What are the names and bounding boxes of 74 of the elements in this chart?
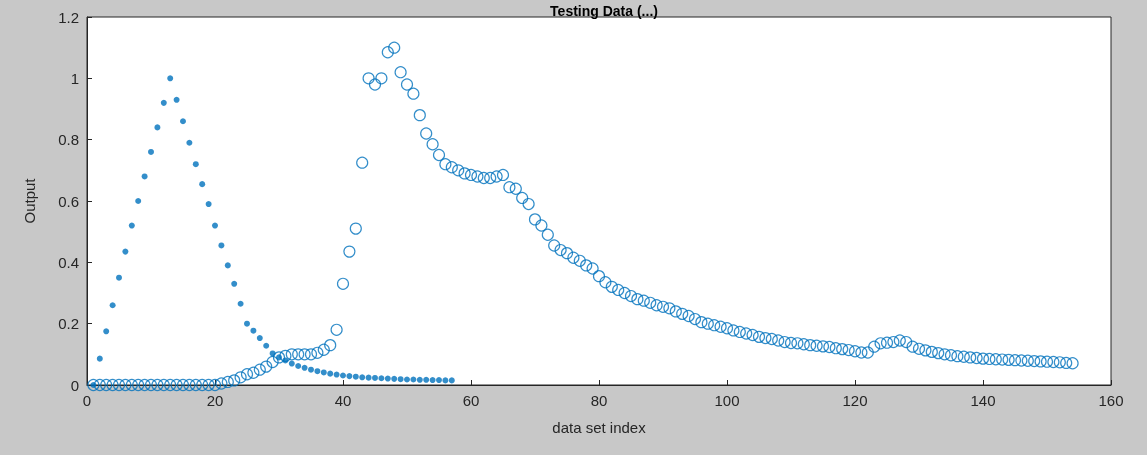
point xyxy=(103,328,110,335)
point xyxy=(116,274,122,281)
y-tick-label: 1.2 xyxy=(58,8,79,26)
x-tick-label: 20 xyxy=(206,392,224,409)
point xyxy=(423,376,430,383)
point xyxy=(288,360,295,367)
point xyxy=(410,376,417,383)
point xyxy=(109,302,116,309)
point xyxy=(352,373,359,380)
x-tick-label: 140 xyxy=(970,392,996,409)
point xyxy=(167,75,174,82)
point xyxy=(160,99,167,106)
point xyxy=(384,375,391,382)
point xyxy=(442,377,449,384)
point xyxy=(391,375,398,382)
point xyxy=(404,376,410,383)
point xyxy=(218,242,225,249)
y-tick-label: 0.4 xyxy=(58,253,79,271)
y-tick-label: 0.8 xyxy=(58,131,79,149)
point xyxy=(250,327,257,334)
point xyxy=(237,300,244,307)
y-axis-title: Output xyxy=(21,177,38,224)
point xyxy=(397,376,404,383)
point xyxy=(135,198,142,204)
point xyxy=(372,374,378,381)
point xyxy=(224,262,231,269)
point xyxy=(180,118,186,125)
point xyxy=(205,201,212,208)
x-tick-label: 40 xyxy=(334,392,352,409)
point xyxy=(244,320,250,327)
point xyxy=(365,374,372,381)
point xyxy=(263,342,270,349)
point xyxy=(301,364,308,371)
point xyxy=(154,124,161,131)
point xyxy=(173,96,180,103)
point xyxy=(429,377,436,384)
point xyxy=(314,368,321,375)
point xyxy=(295,362,302,369)
point xyxy=(346,373,353,380)
point xyxy=(128,222,135,229)
y-tick-label: 1 xyxy=(70,69,79,87)
point xyxy=(148,148,154,155)
chart-title: Testing Data (...) xyxy=(550,3,658,19)
point xyxy=(199,181,206,188)
point xyxy=(416,376,423,383)
point xyxy=(96,355,103,362)
point xyxy=(378,375,385,382)
x-axis-title: data set index xyxy=(552,419,647,436)
point xyxy=(320,369,327,376)
point xyxy=(448,377,455,384)
point xyxy=(340,372,346,379)
x-tick-label: 160 xyxy=(1098,392,1124,409)
x-tick-label: 60 xyxy=(462,392,480,409)
x-tick-label: 100 xyxy=(714,392,740,409)
point xyxy=(269,350,276,357)
point xyxy=(122,248,129,255)
point xyxy=(282,357,289,364)
point xyxy=(212,222,218,229)
point xyxy=(359,374,366,381)
point xyxy=(308,366,314,373)
point xyxy=(141,173,148,180)
x-tick-label: 120 xyxy=(842,392,868,409)
x-tick-label: 0 xyxy=(82,392,92,409)
point xyxy=(192,161,199,168)
point xyxy=(186,139,193,146)
point xyxy=(231,280,238,287)
y-tick-label: 0 xyxy=(70,376,79,394)
point xyxy=(333,371,340,378)
x-tick-label: 80 xyxy=(590,392,608,409)
point xyxy=(327,370,334,377)
point xyxy=(436,377,442,384)
point xyxy=(256,335,263,342)
y-tick-label: 0.6 xyxy=(58,192,79,210)
y-tick-label: 0.2 xyxy=(58,315,79,333)
